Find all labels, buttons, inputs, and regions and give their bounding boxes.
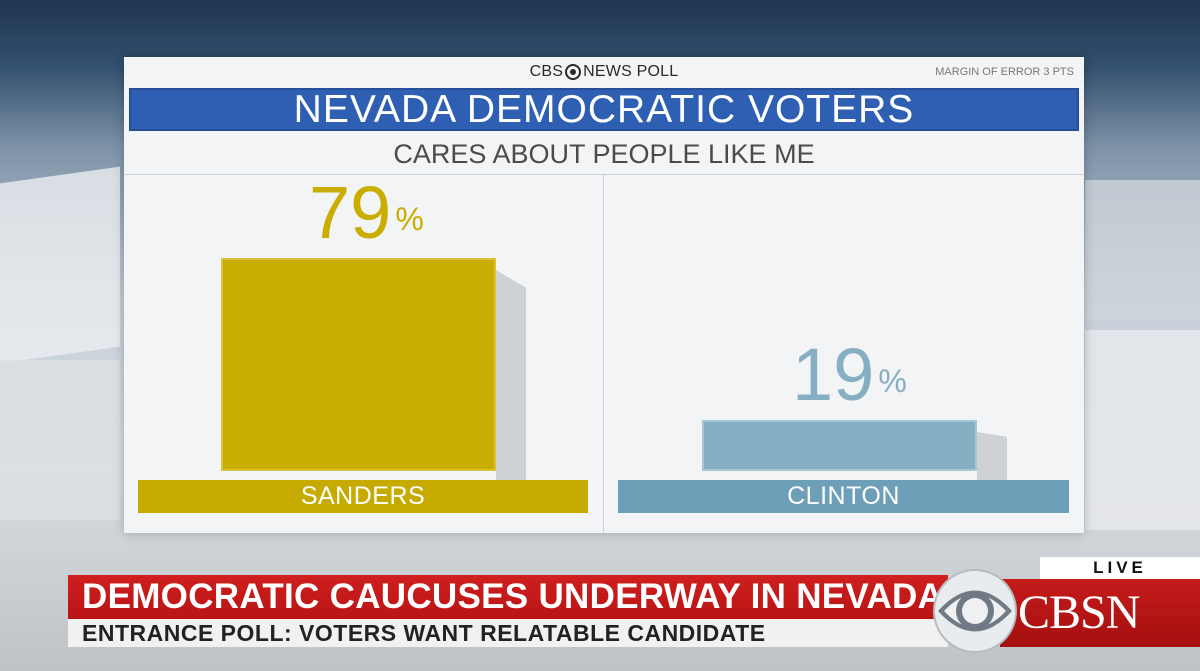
- brand-news-poll: NEWS POLL: [583, 63, 679, 80]
- value-label-sanders: 79%: [309, 176, 424, 250]
- network-logo-block: [1000, 579, 1200, 647]
- value-unit: %: [878, 363, 907, 399]
- margin-of-error: MARGIN OF ERROR 3 PTS: [935, 66, 1074, 78]
- bar-shadow: [496, 270, 526, 491]
- value-number: 19: [792, 333, 875, 416]
- value-number: 79: [309, 171, 392, 254]
- bar-clinton: [702, 420, 977, 471]
- poll-title: NEVADA DEMOCRATIC VOTERS: [129, 88, 1079, 131]
- background-shape: [1085, 330, 1200, 530]
- category-label-sanders: SANDERS: [138, 480, 588, 513]
- divider: [603, 175, 604, 533]
- brand-cbs: CBS: [529, 63, 564, 80]
- live-badge: LIVE: [1040, 557, 1200, 579]
- value-unit: %: [395, 201, 424, 237]
- value-label-clinton: 19%: [792, 338, 907, 412]
- poll-question: CARES ABOUT PEOPLE LIKE ME: [393, 139, 815, 169]
- subhead-banner: ENTRANCE POLL: VOTERS WANT RELATABLE CAN…: [68, 619, 948, 647]
- poll-brand: CBS NEWS POLL: [124, 63, 1084, 81]
- cbs-eye-icon: [933, 569, 1017, 653]
- network-logo: CBSN: [1018, 586, 1140, 639]
- bar-sanders: [221, 258, 496, 471]
- headline-banner: DEMOCRATIC CAUCUSES UNDERWAY IN NEVADA: [68, 575, 948, 619]
- background-shape: [0, 166, 120, 364]
- divider: [124, 174, 1084, 175]
- background-shape: [0, 360, 120, 520]
- cbs-eye-icon: [565, 64, 582, 80]
- poll-graphic-panel: CBS NEWS POLL MARGIN OF ERROR 3 PTS NEVAD…: [124, 57, 1084, 533]
- category-label-clinton: CLINTON: [618, 480, 1069, 513]
- background-shape: [1085, 180, 1200, 320]
